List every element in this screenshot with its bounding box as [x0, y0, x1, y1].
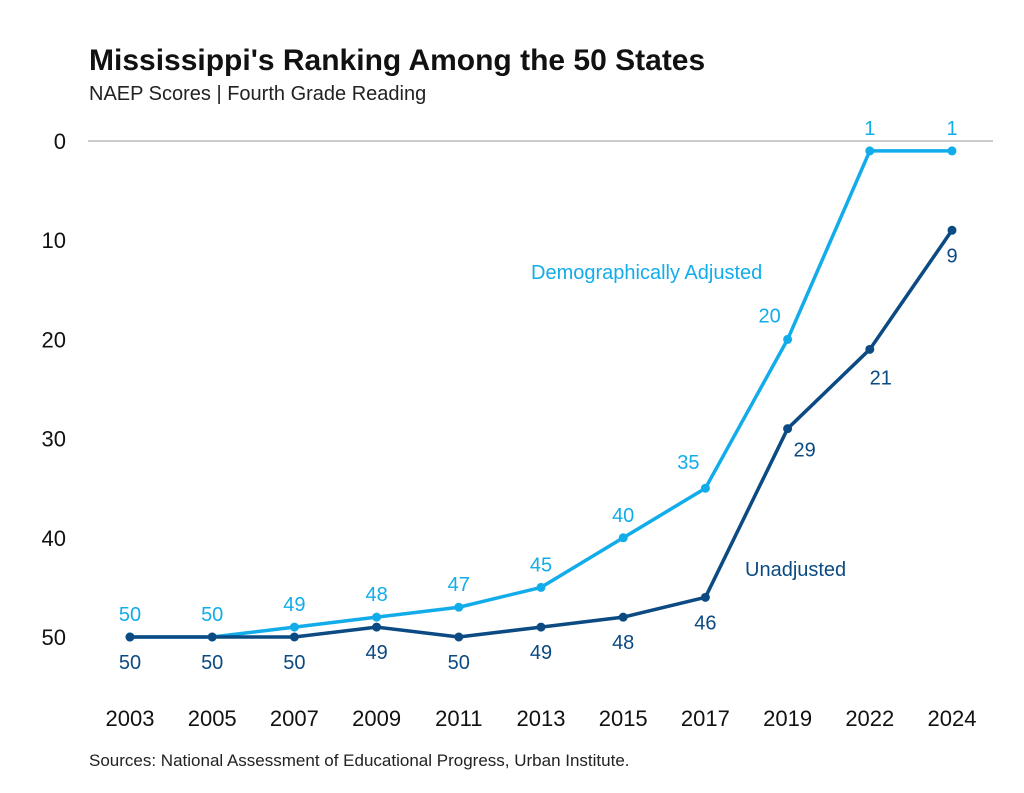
x-tick-label: 2019 — [763, 706, 812, 731]
data-point — [289, 622, 299, 632]
y-tick-label: 40 — [42, 526, 66, 551]
data-point — [700, 592, 710, 602]
data-label: 49 — [365, 642, 387, 664]
y-tick-label: 0 — [54, 129, 66, 154]
y-tick-label: 20 — [42, 327, 66, 352]
data-point — [618, 612, 628, 622]
x-tick-label: 2017 — [681, 706, 730, 731]
data-label: 45 — [530, 554, 552, 576]
data-point — [618, 533, 628, 543]
data-point — [372, 622, 382, 632]
data-label: 49 — [530, 642, 552, 664]
data-point — [289, 632, 299, 642]
data-label: 50 — [119, 652, 141, 674]
data-label: 1 — [946, 118, 957, 140]
data-point — [536, 582, 546, 592]
data-label: 50 — [201, 652, 223, 674]
data-point — [865, 146, 875, 156]
data-label: 47 — [448, 574, 470, 596]
x-tick-label: 2013 — [517, 706, 566, 731]
x-tick-label: 2003 — [106, 706, 155, 731]
data-label: 50 — [119, 604, 141, 626]
data-label: 40 — [612, 505, 634, 527]
y-tick-label: 10 — [42, 228, 66, 253]
data-point — [372, 612, 382, 622]
data-label: 20 — [758, 305, 780, 327]
data-label: 49 — [283, 594, 305, 616]
chart-subtitle: NAEP Scores | Fourth Grade Reading — [89, 83, 427, 105]
series-label: Unadjusted — [745, 559, 846, 581]
y-tick-label: 50 — [42, 625, 66, 650]
source-note: Sources: National Assessment of Educatio… — [89, 751, 630, 770]
x-tick-label: 2009 — [352, 706, 401, 731]
data-label: 50 — [201, 604, 223, 626]
data-point — [207, 632, 217, 642]
x-tick-label: 2005 — [188, 706, 237, 731]
data-point — [947, 146, 957, 156]
x-tick-label: 2015 — [599, 706, 648, 731]
data-label: 9 — [946, 245, 957, 267]
series-label: Demographically Adjusted — [531, 262, 762, 284]
data-label: 48 — [365, 584, 387, 606]
data-label: 21 — [870, 367, 892, 389]
data-point — [454, 602, 464, 612]
data-point — [454, 632, 464, 642]
data-point — [700, 483, 710, 493]
x-tick-label: 2007 — [270, 706, 319, 731]
data-point — [947, 225, 957, 235]
x-tick-label: 2024 — [928, 706, 977, 731]
data-point — [783, 424, 793, 434]
data-label: 46 — [694, 612, 716, 634]
data-label: 35 — [677, 452, 699, 474]
data-label: 50 — [448, 652, 470, 674]
data-label: 29 — [793, 440, 815, 462]
data-point — [783, 334, 793, 344]
data-label: 50 — [283, 652, 305, 674]
data-point — [536, 622, 546, 632]
data-point — [865, 344, 875, 354]
data-point — [125, 632, 135, 642]
x-tick-label: 2022 — [845, 706, 894, 731]
chart-title: Mississippi's Ranking Among the 50 State… — [89, 44, 706, 77]
y-tick-label: 30 — [42, 427, 66, 452]
data-label: 1 — [864, 118, 875, 140]
x-tick-label: 2011 — [435, 706, 482, 731]
data-label: 48 — [612, 632, 634, 654]
